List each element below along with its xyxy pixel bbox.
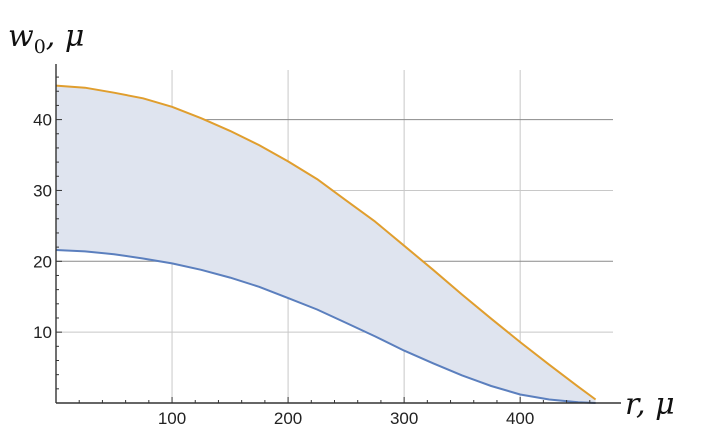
x-tick-label: 100	[158, 409, 186, 428]
region-between-curves	[56, 85, 596, 403]
x-axis-title: r, μ	[625, 387, 675, 422]
x-tick-label: 400	[506, 409, 534, 428]
x-tick-label: 300	[390, 409, 418, 428]
upper-curve-line	[55, 84, 597, 401]
tick-labels: 100 200 300 400 10 20 30 40	[33, 111, 534, 428]
y-tick-label: 40	[33, 111, 52, 130]
axes	[55, 64, 621, 404]
y-tick-label: 30	[33, 181, 52, 200]
x-tick-label: 200	[274, 409, 302, 428]
lower-curve-line	[55, 249, 596, 404]
y-axis-title: w0, μ	[8, 19, 84, 58]
y-tick-label: 20	[33, 252, 52, 271]
y-tick-label: 10	[33, 323, 52, 342]
series-lines	[55, 84, 597, 404]
